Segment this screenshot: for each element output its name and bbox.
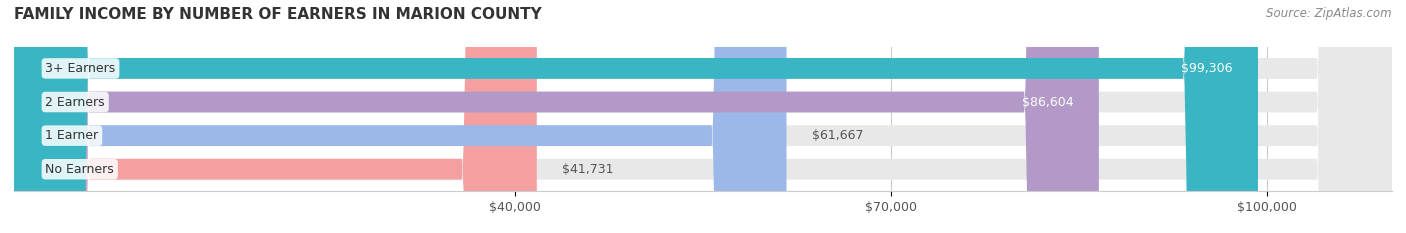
FancyBboxPatch shape <box>14 0 1392 233</box>
FancyBboxPatch shape <box>14 0 1099 233</box>
FancyBboxPatch shape <box>14 0 1392 233</box>
Text: $99,306: $99,306 <box>1181 62 1233 75</box>
Text: $86,604: $86,604 <box>1022 96 1074 109</box>
Text: $61,667: $61,667 <box>811 129 863 142</box>
FancyBboxPatch shape <box>14 0 1258 233</box>
FancyBboxPatch shape <box>14 0 537 233</box>
FancyBboxPatch shape <box>14 0 786 233</box>
FancyBboxPatch shape <box>14 0 1392 233</box>
Text: No Earners: No Earners <box>45 163 114 176</box>
Text: 1 Earner: 1 Earner <box>45 129 98 142</box>
Text: FAMILY INCOME BY NUMBER OF EARNERS IN MARION COUNTY: FAMILY INCOME BY NUMBER OF EARNERS IN MA… <box>14 7 541 22</box>
Text: 3+ Earners: 3+ Earners <box>45 62 115 75</box>
Text: 2 Earners: 2 Earners <box>45 96 105 109</box>
Text: Source: ZipAtlas.com: Source: ZipAtlas.com <box>1267 7 1392 20</box>
FancyBboxPatch shape <box>14 0 1392 233</box>
Text: $41,731: $41,731 <box>562 163 613 176</box>
